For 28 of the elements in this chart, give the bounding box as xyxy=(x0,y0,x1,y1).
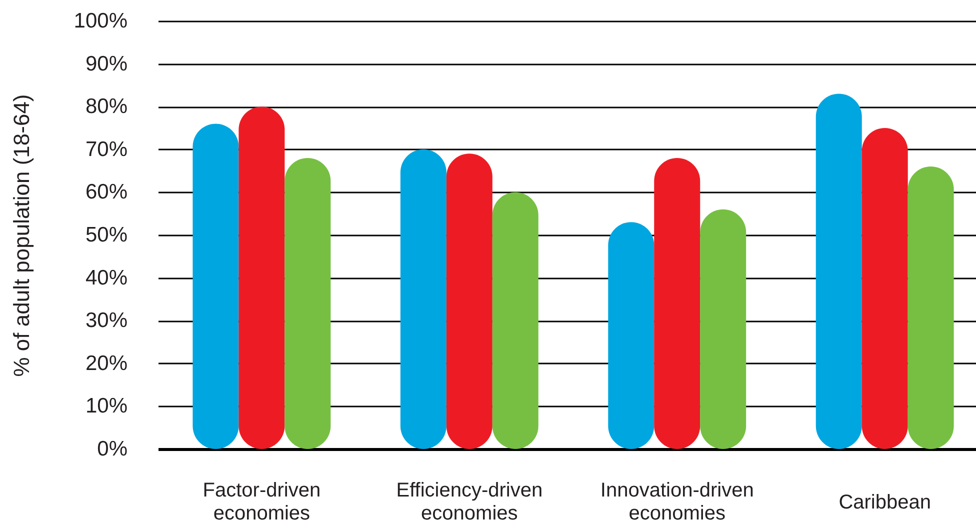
bar xyxy=(492,192,538,449)
bar xyxy=(284,158,331,449)
bar xyxy=(400,149,446,449)
y-tick-label: 20% xyxy=(85,352,128,375)
bar xyxy=(816,94,862,449)
bar xyxy=(446,154,492,449)
bar xyxy=(238,106,285,449)
bar xyxy=(862,128,908,449)
y-axis-title: % of adult population (18-64) xyxy=(8,94,34,377)
y-tick-label: 100% xyxy=(74,10,128,32)
y-tick-label: 60% xyxy=(85,180,128,204)
bar xyxy=(908,166,954,449)
bar xyxy=(654,158,700,449)
bar xyxy=(608,222,654,449)
bar xyxy=(192,124,239,449)
y-tick-label: 70% xyxy=(85,138,128,161)
y-tick-label: 10% xyxy=(85,394,128,418)
y-tick-label: 30% xyxy=(85,309,128,332)
y-tick-label: 50% xyxy=(85,224,128,246)
x-tick-label: Efficiency-driven economies xyxy=(396,480,543,524)
bar xyxy=(700,209,746,449)
y-tick-label: 90% xyxy=(85,52,128,76)
x-tick-label: Caribbean xyxy=(838,492,931,514)
x-tick-label: Factor-driven economies xyxy=(202,480,321,524)
y-tick-label: 40% xyxy=(85,266,128,290)
y-tick-label: 0% xyxy=(97,438,128,460)
y-tick-label: 80% xyxy=(85,95,128,118)
x-tick-label: Innovation-driven economies xyxy=(600,480,754,524)
